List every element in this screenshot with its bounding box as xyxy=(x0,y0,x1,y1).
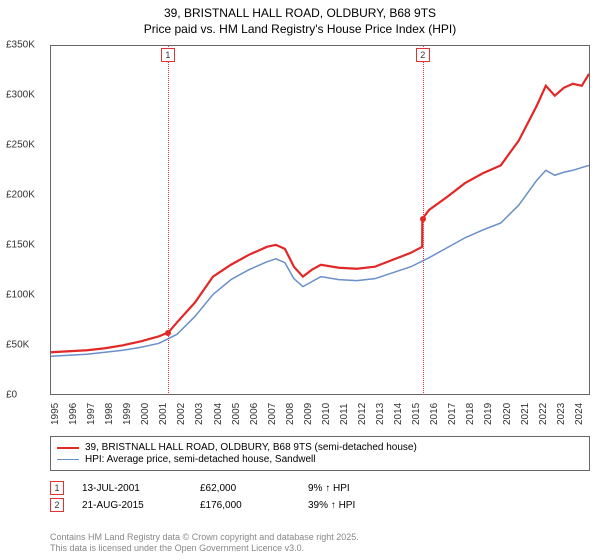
xtick-label: 2023 xyxy=(556,403,567,425)
xtick-label: 1998 xyxy=(104,403,115,425)
xtick-label: 1996 xyxy=(68,403,79,425)
legend-item: HPI: Average price, semi-detached house,… xyxy=(57,454,583,465)
legend-label: 39, BRISTNALL HALL ROAD, OLDBURY, B68 9T… xyxy=(85,442,417,453)
transactions-table: 1 13-JUL-2001 £62,000 9% ↑ HPI 2 21-AUG-2015 £… xyxy=(50,478,355,515)
xtick-label: 2013 xyxy=(375,403,386,425)
legend-label: HPI: Average price, semi-detached house,… xyxy=(85,454,316,465)
xtick-label: 2008 xyxy=(285,403,296,425)
xtick-label: 2003 xyxy=(194,403,205,425)
chart-container: 39, BRISTNALL HALL ROAD, OLDBURY, B68 9T… xyxy=(0,0,600,560)
xtick-label: 2001 xyxy=(158,403,169,425)
xtick-label: 2018 xyxy=(465,403,476,425)
marker-box: 1 xyxy=(161,48,175,62)
ytick-label: £350K xyxy=(6,40,35,51)
legend-item: 39, BRISTNALL HALL ROAD, OLDBURY, B68 9T… xyxy=(57,442,583,453)
xtick-label: 2024 xyxy=(574,403,585,425)
transaction-delta: 39% ↑ HPI xyxy=(308,500,355,511)
legend-swatch xyxy=(57,447,79,449)
xtick-label: 2004 xyxy=(213,403,224,425)
ytick-label: £200K xyxy=(6,190,35,201)
xtick-label: 2000 xyxy=(140,403,151,425)
marker-box: 2 xyxy=(416,48,430,62)
ytick-label: £0 xyxy=(6,390,17,401)
transaction-marker: 1 xyxy=(50,481,64,495)
footer: Contains HM Land Registry data © Crown c… xyxy=(50,532,359,554)
xtick-label: 2012 xyxy=(357,403,368,425)
xtick-label: 2019 xyxy=(483,403,494,425)
ytick-label: £250K xyxy=(6,140,35,151)
chart-svg xyxy=(51,46,589,394)
series-line xyxy=(51,74,589,352)
marker-dot xyxy=(420,216,426,222)
xtick-label: 2002 xyxy=(176,403,187,425)
title-line1: 39, BRISTNALL HALL ROAD, OLDBURY, B68 9T… xyxy=(0,6,600,22)
xtick-label: 2016 xyxy=(429,403,440,425)
plot-area xyxy=(50,45,590,395)
xtick-label: 1995 xyxy=(50,403,61,425)
title-line2: Price paid vs. HM Land Registry's House … xyxy=(0,22,600,38)
xtick-label: 2021 xyxy=(520,403,531,425)
ytick-label: £100K xyxy=(6,290,35,301)
ytick-label: £50K xyxy=(6,340,29,351)
xtick-label: 2011 xyxy=(339,403,350,425)
transaction-delta: 9% ↑ HPI xyxy=(308,483,350,494)
marker-dot xyxy=(165,330,171,336)
transaction-row: 1 13-JUL-2001 £62,000 9% ↑ HPI xyxy=(50,481,355,495)
xtick-label: 2007 xyxy=(267,403,278,425)
ytick-label: £300K xyxy=(6,90,35,101)
xtick-label: 2006 xyxy=(249,403,260,425)
ytick-label: £150K xyxy=(6,240,35,251)
xtick-label: 2005 xyxy=(231,403,242,425)
marker-line xyxy=(168,45,169,395)
xtick-label: 2009 xyxy=(303,403,314,425)
xtick-label: 2022 xyxy=(538,403,549,425)
legend: 39, BRISTNALL HALL ROAD, OLDBURY, B68 9T… xyxy=(50,436,590,471)
chart-title: 39, BRISTNALL HALL ROAD, OLDBURY, B68 9T… xyxy=(0,0,600,37)
transaction-price: £176,000 xyxy=(200,500,290,511)
transaction-marker: 2 xyxy=(50,498,64,512)
xtick-label: 2010 xyxy=(321,403,332,425)
xtick-label: 2014 xyxy=(393,403,404,425)
series-line xyxy=(51,165,589,356)
xtick-label: 1999 xyxy=(122,403,133,425)
legend-swatch xyxy=(57,459,79,460)
footer-line1: Contains HM Land Registry data © Crown c… xyxy=(50,532,359,543)
xtick-label: 2020 xyxy=(502,403,513,425)
xtick-label: 2017 xyxy=(447,403,458,425)
xtick-label: 1997 xyxy=(86,403,97,425)
footer-line2: This data is licensed under the Open Gov… xyxy=(50,543,359,554)
transaction-date: 13-JUL-2001 xyxy=(82,483,182,494)
transaction-price: £62,000 xyxy=(200,483,290,494)
transaction-row: 2 21-AUG-2015 £176,000 39% ↑ HPI xyxy=(50,498,355,512)
transaction-date: 21-AUG-2015 xyxy=(82,500,182,511)
xtick-label: 2015 xyxy=(411,403,422,425)
